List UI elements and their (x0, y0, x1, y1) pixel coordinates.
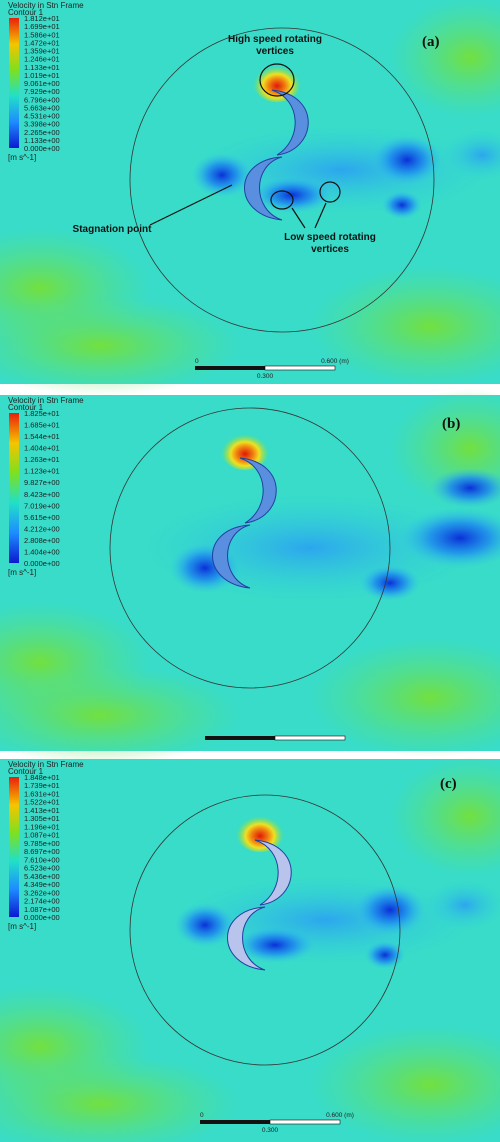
figure: Velocity in Stn FrameContour 11.812e+011… (0, 0, 500, 1142)
scale-bar-filled (195, 366, 265, 370)
scale-label: 0.300 (262, 1127, 279, 1134)
legend-level: 1.263e+01 (24, 455, 60, 464)
legend-level: 2.808e+00 (24, 536, 60, 545)
legend-level: 0.000e+00 (24, 913, 60, 922)
colorbar (9, 18, 19, 148)
page: {"panels": [ {"label": "(a)", "legend": … (0, 0, 500, 1142)
legend-level: 1.825e+01 (24, 409, 60, 418)
legend-unit: [m s^-1] (8, 922, 36, 931)
panel-label: (a) (422, 34, 440, 50)
scale-label: 0 (195, 358, 199, 365)
annotation: vertices (256, 46, 294, 57)
legend-level: 5.615e+00 (24, 513, 60, 522)
annotation: High speed rotating (228, 34, 322, 45)
scale-bar-open (265, 366, 335, 370)
legend-level: 1.123e+01 (24, 467, 60, 476)
annotation: vertices (311, 244, 349, 255)
panel-label: (b) (442, 416, 460, 432)
legend-level: 1.404e+00 (24, 547, 60, 556)
contour-panel: Velocity in Stn FrameContour 11.825e+011… (0, 388, 500, 765)
scale-bar-filled (200, 1120, 270, 1124)
scale-bar-open (275, 736, 345, 740)
scale-bar-filled (205, 736, 275, 740)
scale-bar-open (270, 1120, 340, 1124)
legend-level: 7.019e+00 (24, 501, 60, 510)
low-velocity-region (360, 565, 420, 601)
scale-label: 0.600 (m) (326, 1112, 354, 1119)
colorbar (9, 777, 19, 917)
scale-label: 0.600 (m) (321, 358, 349, 365)
low-velocity-region (382, 191, 422, 219)
scale-label: 0.300 (257, 373, 274, 380)
high-velocity-region (236, 812, 284, 852)
legend-level: 1.544e+01 (24, 432, 60, 441)
annotation: Low speed rotating (284, 232, 376, 243)
low-velocity-region (372, 135, 442, 185)
panel-label: (c) (440, 776, 457, 792)
legend-unit: [m s^-1] (8, 568, 36, 577)
high-velocity-region (221, 430, 269, 470)
legend-level: 9.827e+00 (24, 478, 60, 487)
legend-level: 8.423e+00 (24, 490, 60, 499)
legend-level: 0.000e+00 (24, 559, 60, 568)
legend-level: 1.404e+01 (24, 444, 60, 453)
scale-label: 0 (200, 1112, 204, 1119)
colorbar (9, 413, 19, 563)
low-velocity-region (175, 903, 235, 947)
legend-level: 4.212e+00 (24, 524, 60, 533)
annotation: Stagnation point (73, 224, 153, 235)
legend-unit: [m s^-1] (8, 153, 36, 162)
legend-level: 1.685e+01 (24, 421, 60, 430)
low-velocity-region (355, 885, 425, 935)
legend-level: 0.000e+00 (24, 144, 60, 153)
